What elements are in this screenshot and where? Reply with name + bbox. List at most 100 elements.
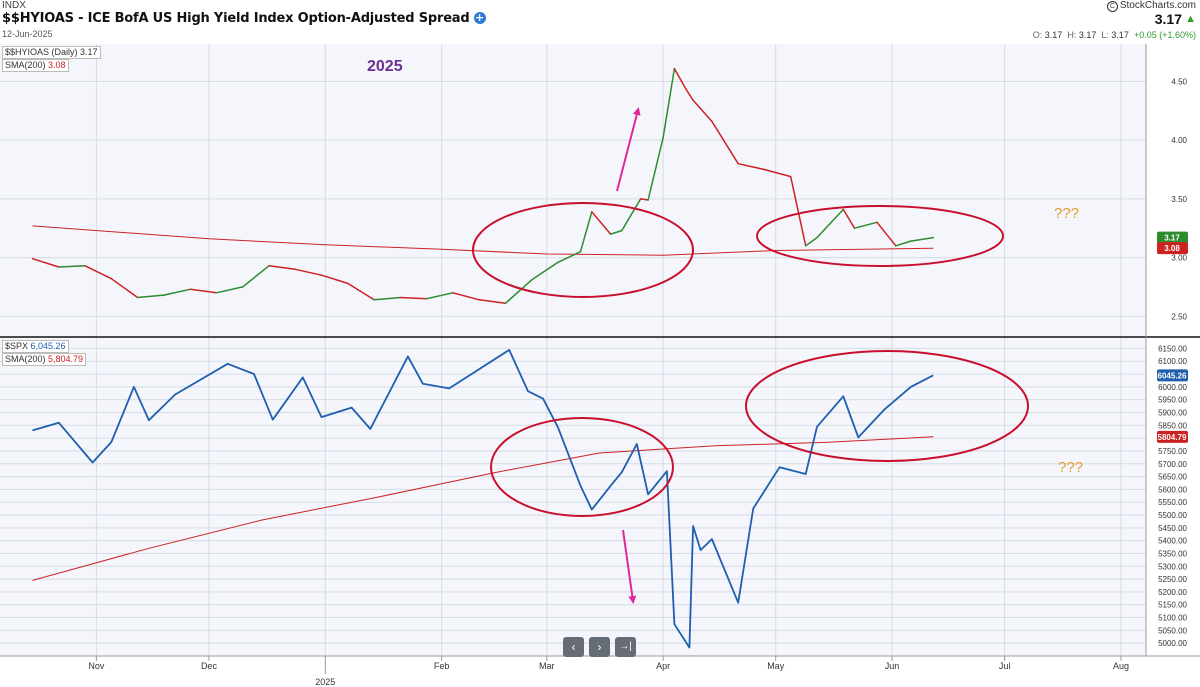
axis-layer: 4.50 4.00 3.50 3.00 2.50 3.173.08 6150.00 6100.…	[88, 77, 1188, 687]
x-tick-label: Mar	[539, 661, 555, 671]
hy-sma-tag-bg	[1157, 242, 1188, 255]
top-sma-label: SMA(200)	[5, 60, 46, 70]
annotation-question-bottom: ???	[1058, 459, 1083, 476]
chart-date: 12-Jun-2025	[2, 29, 53, 39]
top-legend-symbol: $$HYIOAS (Daily) 3.17	[5, 47, 98, 57]
bottom-legend-value: 6,045.26	[30, 341, 66, 351]
hy-line-segment	[763, 168, 792, 178]
hy-line-segment	[58, 265, 86, 268]
high-value: 3.17	[1078, 30, 1097, 40]
y-tick-label: 5000.00	[1158, 639, 1187, 648]
x-tick-label: Dec	[201, 661, 218, 671]
bottom-axis-background	[1146, 338, 1200, 656]
top-legend[interactable]: $$HYIOAS (Daily) 3.17	[2, 46, 101, 59]
x-tick-label: Aug	[1113, 661, 1129, 671]
hy-line-segment	[163, 288, 191, 296]
top-sma-legend[interactable]: SMA(200) 3.08	[2, 59, 69, 72]
y-tick-label: 5750.00	[1158, 447, 1187, 456]
y-tick-label: 5150.00	[1158, 601, 1187, 610]
hy-line-segment	[268, 265, 297, 271]
top-plot-background	[0, 44, 1146, 336]
series-layer	[31, 67, 935, 649]
bottom-legend[interactable]: $SPX 6,045.26	[2, 340, 69, 353]
y-tick-label: 5900.00	[1158, 408, 1187, 417]
hy-line-segment	[579, 211, 593, 253]
hy-line-segment	[816, 208, 845, 239]
hy-line-segment	[789, 175, 807, 247]
y-tick-label: 5550.00	[1158, 498, 1187, 507]
y-tick-label: 5300.00	[1158, 562, 1187, 571]
hy-line-segment	[647, 137, 664, 201]
bottom-plot-background	[0, 338, 1146, 656]
y-tick-label: 3.00	[1171, 254, 1187, 263]
low-label: L:	[1101, 30, 1109, 40]
gridlines	[0, 44, 1146, 656]
x-tick-label: Apr	[656, 661, 670, 671]
hy-line-segment	[557, 250, 582, 264]
open-label: O:	[1032, 30, 1043, 40]
x-tick-label: Nov	[88, 661, 105, 671]
hy-line-segment	[425, 292, 454, 300]
hy-line-segment	[876, 221, 897, 247]
hy-line-segment	[692, 99, 713, 123]
change-value: +0.05 (+1.60%)	[1133, 30, 1196, 40]
hy-line-segment	[189, 288, 218, 294]
annotation-circle-top-right	[756, 205, 1004, 267]
y-tick-label: 5850.00	[1158, 421, 1187, 430]
y-tick-label: 6100.00	[1158, 357, 1187, 366]
spx-sma-tag-bg	[1157, 430, 1188, 443]
hy-line-segment	[373, 296, 402, 301]
scroll-right-button[interactable]: ›	[589, 637, 610, 657]
top-sma-value: 3.08	[48, 60, 66, 70]
hy-line-segment	[84, 265, 113, 280]
hy-line-segment	[673, 67, 687, 90]
spx-sma-line	[32, 436, 934, 581]
hy-line-segment	[399, 296, 428, 300]
y-tick-label: 2.50	[1171, 312, 1187, 321]
last-price: 3.17	[1154, 11, 1182, 27]
y-tick-label: 5500.00	[1158, 511, 1187, 520]
scroll-left-button[interactable]: ‹	[563, 637, 584, 657]
scroll-to-end-button[interactable]: →|	[615, 637, 636, 657]
y-tick-label: 5400.00	[1158, 537, 1187, 546]
hy-line-segment	[294, 268, 323, 276]
hy-line-segment	[320, 274, 349, 285]
chart-title-text: $$HYIOAS - ICE BofA US High Yield Index …	[2, 11, 470, 26]
chart-svg[interactable]: 2025 ??? ??? 4.504.003.503.002.503.173.0…	[0, 44, 1200, 687]
add-plus-icon[interactable]: +	[473, 11, 486, 24]
spx-last-tag: 6045.26	[1158, 371, 1187, 380]
high-label: H:	[1067, 30, 1077, 40]
spx-last-tag-bg	[1157, 369, 1188, 382]
hy-line-segment	[737, 162, 766, 171]
hy-line-segment	[910, 236, 935, 242]
bottom-sma-value: 5,804.79	[48, 354, 84, 364]
y-tick-label: 5050.00	[1158, 626, 1187, 635]
annotation-circle-bottom-left	[490, 417, 674, 517]
brand-name: StockCharts.com	[1119, 0, 1196, 11]
chart-panel[interactable]: 2025 ??? ??? 4.50 4.00 3.50 3.00 2.50 3.17 3.0…	[0, 44, 1200, 687]
hy-line-segment	[895, 240, 912, 247]
copyright-icon: C	[1106, 1, 1118, 12]
low-value: 3.17	[1111, 30, 1129, 40]
y-tick-label: 5100.00	[1158, 614, 1187, 623]
x-tick-label: Jul	[999, 661, 1011, 671]
y-tick-label: 5450.00	[1158, 524, 1187, 533]
y-tick-label: 5250.00	[1158, 575, 1187, 584]
bottom-legend-label: $SPX	[5, 341, 29, 351]
x-tick-label: 2025	[315, 677, 335, 687]
brand-logo[interactable]: C StockCharts.com	[1106, 0, 1196, 12]
hy-line-segment	[136, 294, 165, 299]
annotation-question-top: ???	[1054, 205, 1079, 222]
hy-line-segment	[347, 282, 375, 301]
annotation-circle-top-left	[472, 202, 694, 298]
bottom-sma-legend[interactable]: SMA(200) 5,804.79	[2, 353, 87, 366]
spx-sma-tag: 5804.79	[1158, 433, 1187, 442]
hy-line-segment	[478, 299, 507, 305]
annotation-arrow-up	[616, 107, 641, 192]
y-tick-label: 4.00	[1171, 136, 1187, 145]
hy-line-segment	[804, 236, 818, 247]
open-value: 3.17	[1044, 30, 1063, 40]
hy-sma-tag: 3.08	[1164, 244, 1180, 253]
x-tick-label: May	[767, 661, 785, 671]
top-axis-background	[1146, 44, 1200, 336]
